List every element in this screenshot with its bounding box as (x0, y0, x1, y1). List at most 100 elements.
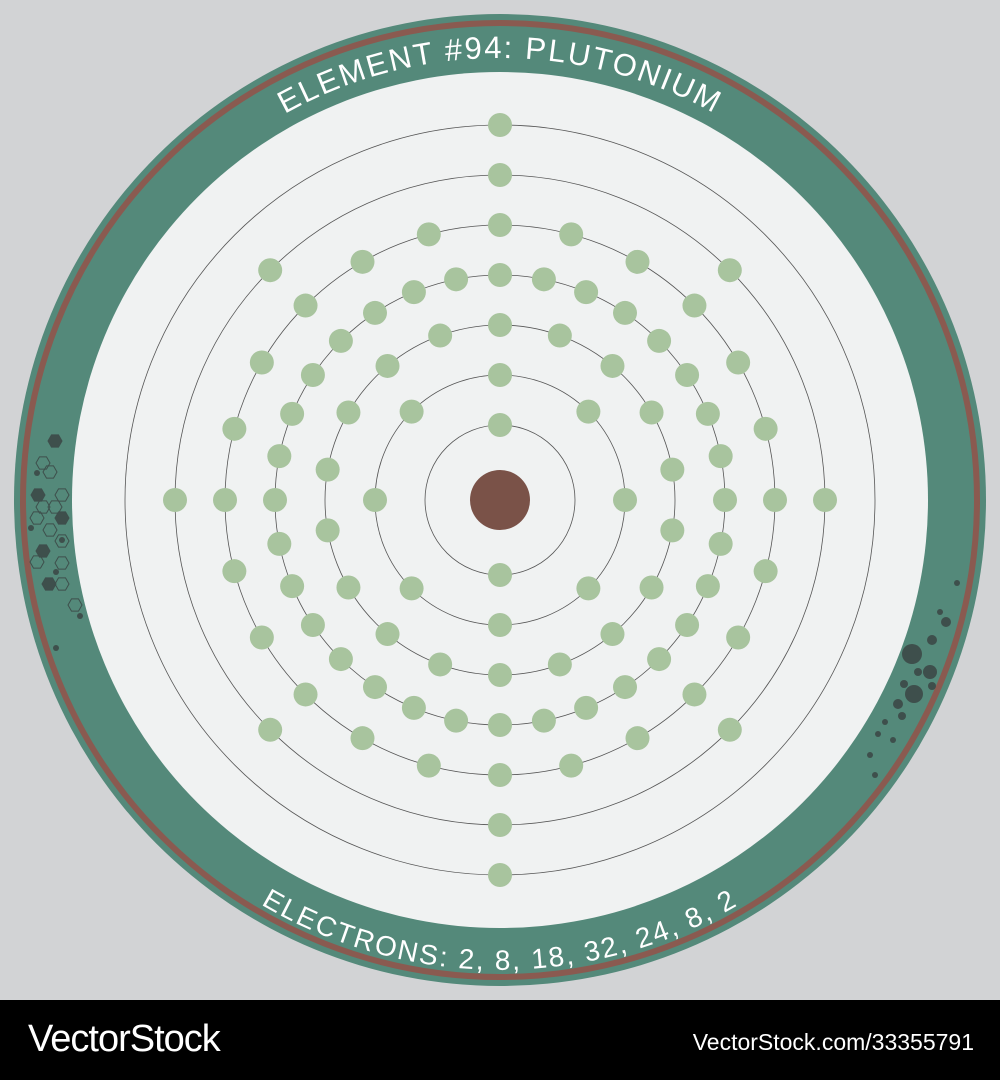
electron (763, 488, 787, 512)
electron (625, 249, 650, 274)
hexagon-decoration (42, 523, 58, 537)
electron (488, 163, 512, 187)
hexagon-decoration (35, 500, 51, 514)
electron (613, 675, 638, 700)
hexagon-decoration (54, 577, 70, 591)
electron (258, 717, 283, 742)
electron (639, 400, 664, 425)
dot-decoration (59, 537, 65, 543)
electron (574, 280, 599, 305)
electron (263, 488, 287, 512)
electron (488, 113, 512, 137)
electron (488, 413, 512, 437)
dot-decoration (872, 772, 878, 778)
decoration-hexagons (28, 434, 960, 778)
electron (280, 401, 305, 426)
hexagon-decoration (67, 598, 83, 612)
electron (675, 362, 700, 387)
electron (293, 293, 318, 318)
electron (547, 323, 572, 348)
electron (399, 576, 424, 601)
electron (258, 258, 283, 283)
dot-decoration (34, 470, 40, 476)
dot-decoration (902, 644, 922, 664)
electron (625, 726, 650, 751)
electron (267, 444, 292, 469)
electron (559, 222, 584, 247)
hexagon-decoration (35, 456, 51, 470)
electron (682, 293, 707, 318)
hexagon-decoration (29, 555, 45, 569)
electron (293, 682, 318, 707)
dot-decoration (954, 580, 960, 586)
electron (267, 531, 292, 556)
electron (300, 362, 325, 387)
dot-decoration (77, 613, 83, 619)
dot-decoration (898, 712, 906, 720)
electron (488, 613, 512, 637)
electron (695, 401, 720, 426)
electron (488, 763, 512, 787)
electron (163, 488, 187, 512)
electrons (163, 113, 837, 887)
electron (708, 444, 733, 469)
electron (249, 350, 274, 375)
electron (488, 663, 512, 687)
electron (639, 575, 664, 600)
dot-decoration (890, 737, 896, 743)
dot-decoration (914, 668, 922, 676)
electron (488, 813, 512, 837)
electron (531, 708, 556, 733)
dot-decoration (893, 699, 903, 709)
electron (813, 488, 837, 512)
electron (300, 613, 325, 638)
electron (695, 574, 720, 599)
electron (713, 488, 737, 512)
electron (488, 863, 512, 887)
electron (222, 559, 247, 584)
electron (363, 488, 387, 512)
hexagon-decoration (29, 511, 45, 525)
electron (559, 753, 584, 778)
electron (717, 258, 742, 283)
electron (576, 576, 601, 601)
electron (401, 695, 426, 720)
electron (547, 652, 572, 677)
electron (213, 488, 237, 512)
watermark-bar: VectorStock VectorStock.com/33355791 (0, 1000, 1000, 1080)
hexagon-decoration (54, 534, 70, 548)
dot-decoration (867, 752, 873, 758)
watermark-brand: VectorStock (28, 1018, 221, 1060)
hexagon-decoration (35, 544, 51, 558)
electron (753, 559, 778, 584)
electron (717, 717, 742, 742)
electron (444, 708, 469, 733)
dot-decoration (53, 569, 59, 575)
dot-decoration (900, 680, 908, 688)
electron (660, 518, 685, 543)
electron (401, 280, 426, 305)
electron (660, 457, 685, 482)
electron (280, 574, 305, 599)
electron (576, 399, 601, 424)
dot-decoration (927, 635, 937, 645)
electron (444, 267, 469, 292)
electron (350, 249, 375, 274)
hexagon-decoration (47, 434, 63, 448)
dot-decoration (53, 645, 59, 651)
electron (416, 753, 441, 778)
electron (249, 625, 274, 650)
electron (399, 399, 424, 424)
dot-decoration (875, 731, 881, 737)
watermark-id: VectorStock.com/33355791 (692, 1029, 974, 1055)
electron (488, 313, 512, 337)
electron (647, 647, 672, 672)
electron (600, 622, 625, 647)
dot-decoration (937, 609, 943, 615)
electron (328, 328, 353, 353)
electron (726, 625, 751, 650)
electron (488, 363, 512, 387)
dot-decoration (28, 525, 34, 531)
hexagon-decoration (30, 488, 46, 502)
electron (613, 488, 637, 512)
